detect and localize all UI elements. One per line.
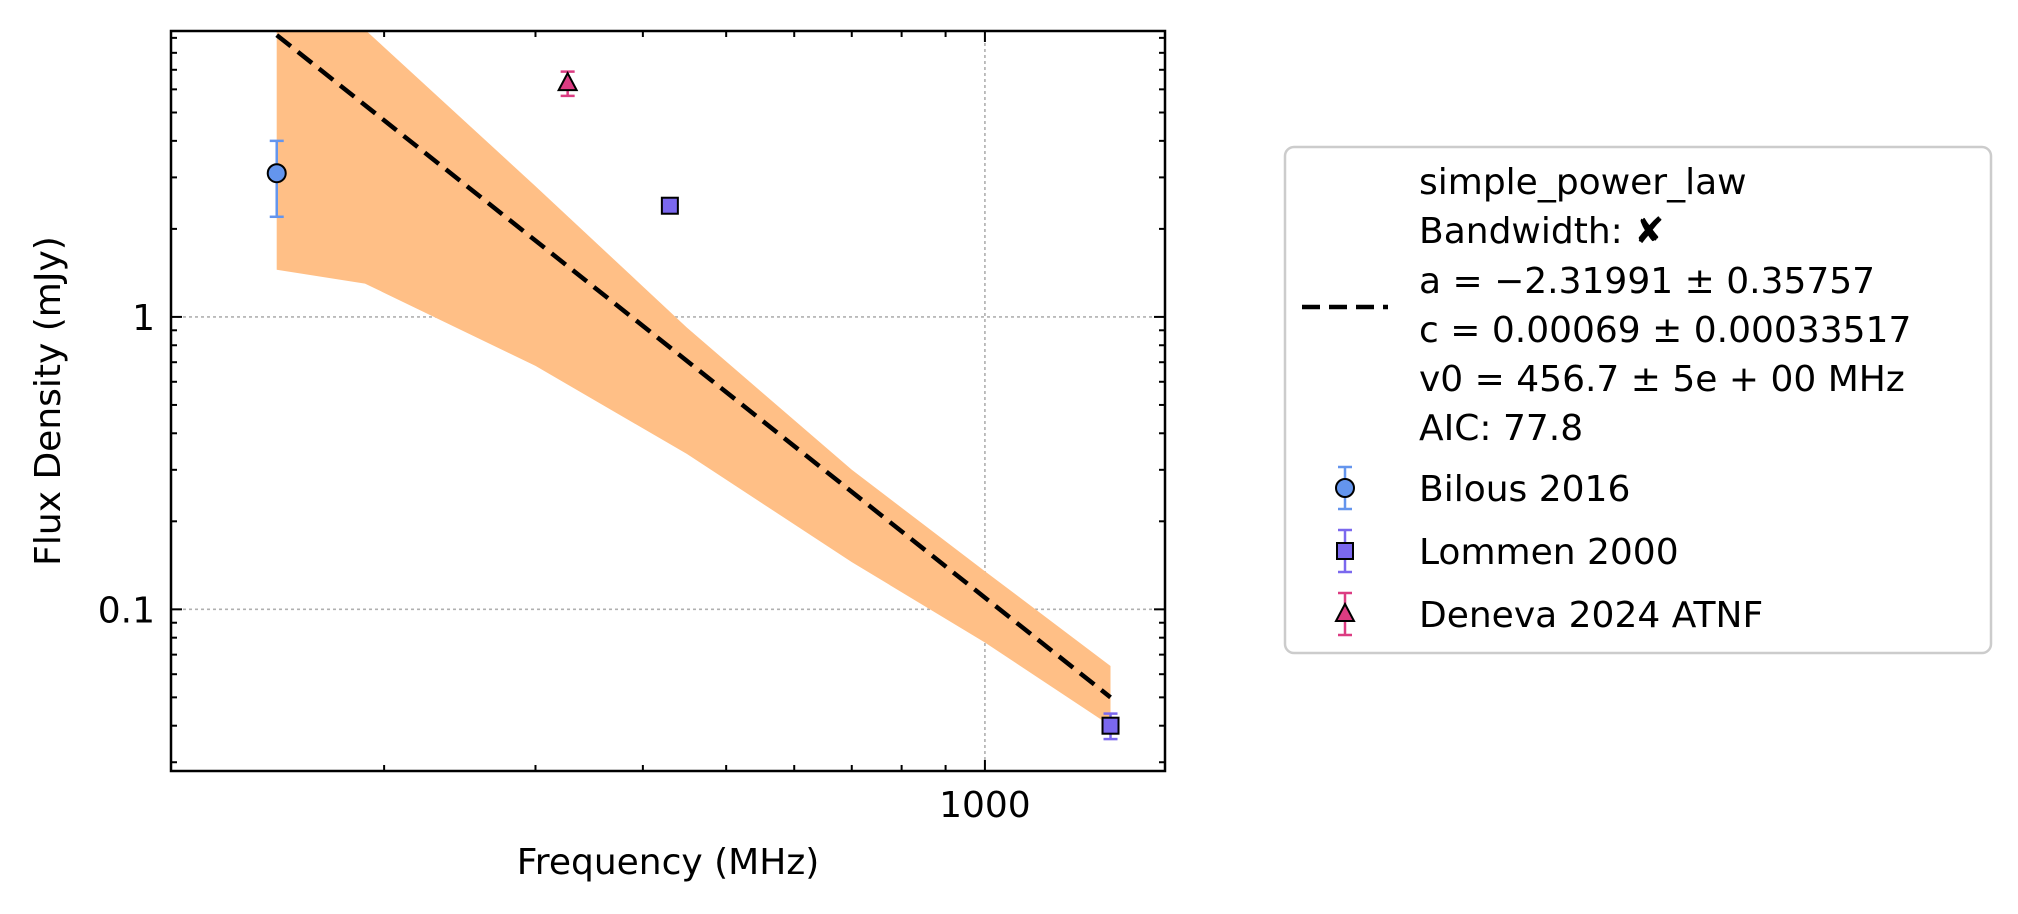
legend-label-deneva: Deneva 2024 ATNF (1419, 595, 1763, 636)
legend-marker-lommen (1336, 528, 1354, 574)
legend-fit-model: simple_power_law (1419, 162, 1747, 203)
legend-marker-deneva (1334, 591, 1356, 637)
x-tick-label-0: 1000 (939, 785, 1031, 826)
axis-tick-labels: 1000 0.1 1 (98, 298, 1031, 826)
data-point-circle-0-0 (266, 139, 287, 219)
legend-label-lommen: Lommen 2000 (1419, 532, 1679, 573)
legend-marker-bilous (1335, 465, 1355, 511)
legend-fit-bandwidth: Bandwidth: ✘ (1419, 211, 1664, 252)
fit-line (275, 33, 1112, 700)
legend-frame (1283, 145, 1993, 655)
data-point-square-1-0 (660, 196, 679, 215)
legend-fit-param-a: a = −2.31991 ± 0.35757 (1419, 261, 1875, 302)
legend-label-bilous: Bilous 2016 (1419, 469, 1630, 510)
legend-fit-param-v0: v0 = 456.7 ± 5e + 00 MHz (1419, 359, 1905, 400)
legend: simple_power_law Bandwidth: ✘ a = −2.319… (1283, 145, 1993, 655)
data-point-square-1-1 (1101, 712, 1120, 741)
y-axis-title: Flux Density (mJy) (28, 236, 69, 566)
y-tick-label-0: 0.1 (98, 590, 155, 631)
x-axis-title: Frequency (MHz) (517, 842, 820, 883)
data-points (266, 70, 1120, 741)
y-tick-label-1: 1 (132, 298, 155, 339)
fit-uncertainty-band (276, 31, 1111, 726)
legend-fit-aic: AIC: 77.8 (1419, 408, 1583, 449)
plot-frame (169, 29, 1167, 773)
data-point-triangle-2-0 (556, 70, 579, 98)
axis-ticks (171, 31, 1165, 771)
legend-fit-param-c: c = 0.00069 ± 0.00033517 (1419, 310, 1911, 351)
